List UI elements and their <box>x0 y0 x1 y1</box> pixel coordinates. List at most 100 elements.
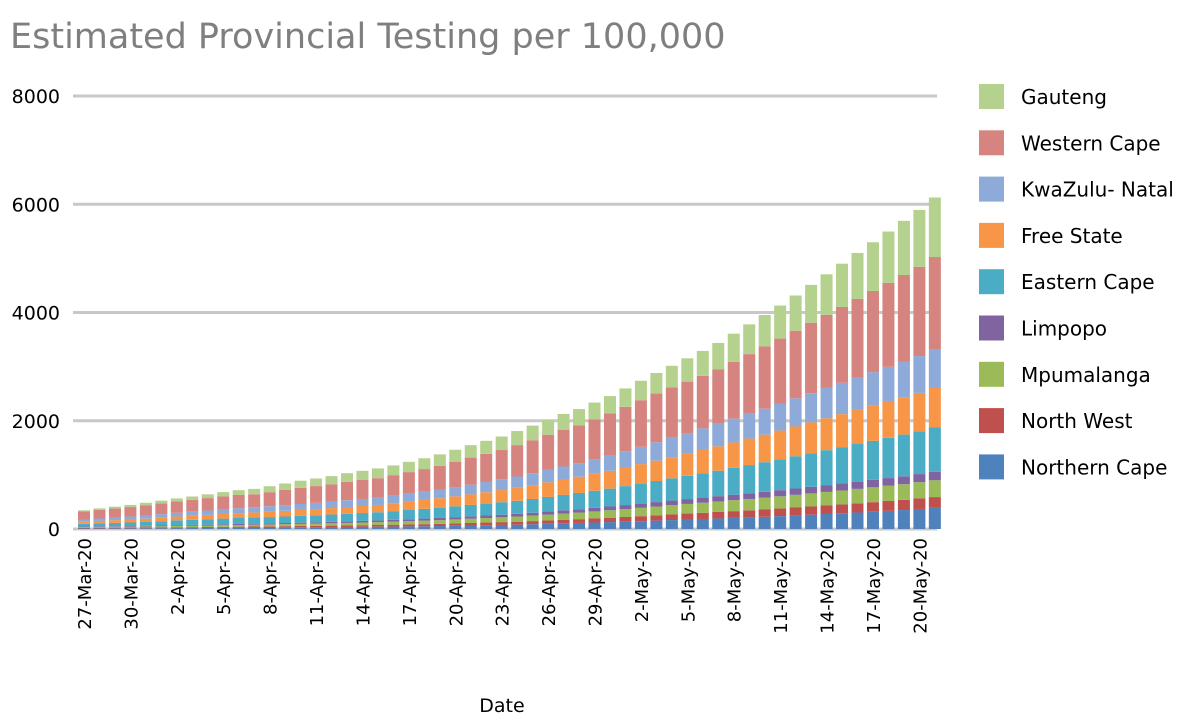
x-tick-label: 29-Apr-20 <box>586 538 607 626</box>
bar-segment-mpumalanga <box>232 524 245 527</box>
bar-segment-north-west <box>789 507 802 516</box>
y-tick-label: 0 <box>48 519 60 541</box>
bar-segment-western-cape <box>603 413 616 456</box>
x-tick-label: 11-May-20 <box>771 538 792 634</box>
bar-segment-free-state <box>851 409 864 445</box>
bar-segment-limpopo <box>464 516 477 519</box>
bar-segment-northern-cape <box>913 508 926 529</box>
bar-segment-northern-cape <box>78 528 90 529</box>
x-tick-label: 23-Apr-20 <box>493 538 514 626</box>
bar-segment-gauteng <box>310 478 323 487</box>
bar-segment-limpopo <box>139 525 152 527</box>
bar-segment-mpumalanga <box>727 500 740 512</box>
bar-segment-northern-cape <box>248 527 261 529</box>
bar-segment-limpopo <box>820 485 833 492</box>
bar-segment-free-state <box>263 511 276 518</box>
bar-segment-northern-cape <box>789 515 802 529</box>
bar-segment-mpumalanga <box>836 490 849 505</box>
bar-segment-free-state <box>78 521 90 524</box>
bar-segment-western-cape <box>758 346 771 409</box>
bar-segment-gauteng <box>263 486 276 493</box>
legend-swatch-gauteng <box>979 84 1004 109</box>
bar-segment-eastern-cape <box>217 518 230 525</box>
bar-segment-gauteng <box>820 274 833 315</box>
bar-segment-kwazulu-natal <box>279 505 292 511</box>
bar-segment-free-state <box>139 518 152 522</box>
x-tick-label: 11-Apr-20 <box>307 538 328 626</box>
bar-segment-western-cape <box>449 461 462 488</box>
bar-segment-gauteng <box>603 396 616 414</box>
bar-segment-eastern-cape <box>371 512 384 521</box>
bar-segment-kwazulu-natal <box>449 487 462 497</box>
bar-segment-kwazulu-natal <box>526 473 539 486</box>
bar-segment-western-cape <box>836 306 849 383</box>
bar-segment-mpumalanga <box>588 511 601 519</box>
bar-segment-eastern-cape <box>294 515 307 523</box>
bar-segment-kwazulu-natal <box>727 418 740 443</box>
bar-segment-kwazulu-natal <box>433 489 446 499</box>
bar-segment-limpopo <box>232 523 245 525</box>
bar-segment-limpopo <box>356 520 369 523</box>
bar-segment-western-cape <box>928 257 941 350</box>
bar-segment-eastern-cape <box>248 517 261 524</box>
bar-segment-eastern-cape <box>696 473 709 498</box>
bar-segment-limpopo <box>897 476 910 485</box>
bar-segment-northern-cape <box>124 528 137 529</box>
bar-segment-eastern-cape <box>836 447 849 484</box>
bar-segment-north-west <box>325 525 338 528</box>
bar-segment-free-state <box>108 520 121 523</box>
bar-segment-mpumalanga <box>402 521 415 525</box>
bar-segment-free-state <box>928 388 941 428</box>
bar-segment-limpopo <box>758 491 771 498</box>
bar-segment-northern-cape <box>433 526 446 529</box>
bar-segment-north-west <box>248 526 261 528</box>
bar-segment-eastern-cape <box>588 490 601 508</box>
bar-segment-north-west <box>217 526 230 528</box>
bar-segment-mpumalanga <box>495 517 508 523</box>
bar-segment-northern-cape <box>866 511 879 529</box>
legend-swatch-free-state <box>979 222 1004 248</box>
bar-segment-north-west <box>681 513 694 520</box>
bar-segment-western-cape <box>418 469 431 492</box>
bar-segment-eastern-cape <box>634 483 647 504</box>
bar-segment-gauteng <box>387 465 400 476</box>
bar-segment-north-west <box>603 517 616 523</box>
bar-segment-northern-cape <box>511 524 524 529</box>
bar-segment-kwazulu-natal <box>928 349 941 388</box>
bar-segment-mpumalanga <box>696 502 709 513</box>
bar-segment-north-west <box>665 514 678 521</box>
bar-segment-limpopo <box>201 524 214 526</box>
bar-segment-mpumalanga <box>789 494 802 508</box>
bar-segment-free-state <box>170 516 183 521</box>
bar-segment-free-state <box>279 510 292 517</box>
legend-swatch-eastern-cape <box>979 269 1004 295</box>
bar-segment-limpopo <box>325 521 338 524</box>
bar-segment-kwazulu-natal <box>371 497 384 505</box>
bar-segment-kwazulu-natal <box>402 493 415 502</box>
bar-segment-gauteng <box>526 425 539 441</box>
bar-segment-limpopo <box>217 524 230 526</box>
bar-segment-mpumalanga <box>310 523 323 526</box>
bar-segment-free-state <box>789 426 802 457</box>
bar-segment-northern-cape <box>402 526 415 529</box>
bar-segment-mpumalanga <box>325 523 338 526</box>
bar-segment-eastern-cape <box>665 478 678 501</box>
bar-segment-limpopo <box>170 525 183 527</box>
bar-segment-western-cape <box>155 503 168 515</box>
bar-segment-western-cape <box>186 499 199 512</box>
bar-segment-western-cape <box>681 381 694 434</box>
bar-segment-gauteng <box>170 498 183 502</box>
bar-segment-limpopo <box>681 499 694 504</box>
bar-segment-kwazulu-natal <box>603 455 616 471</box>
bar-segment-mpumalanga <box>78 527 90 528</box>
bar-segment-kwazulu-natal <box>310 502 323 510</box>
bar-segment-western-cape <box>93 509 106 519</box>
y-tick-label: 8000 <box>12 86 60 108</box>
bar-segment-free-state <box>897 397 910 435</box>
bar-segment-kwazulu-natal <box>774 403 787 431</box>
bar-segment-limpopo <box>557 510 570 514</box>
bar-segment-free-state <box>696 449 709 474</box>
bar-segment-eastern-cape <box>139 521 152 526</box>
bar-segment-north-west <box>866 502 879 512</box>
bar-segment-western-cape <box>526 440 539 474</box>
